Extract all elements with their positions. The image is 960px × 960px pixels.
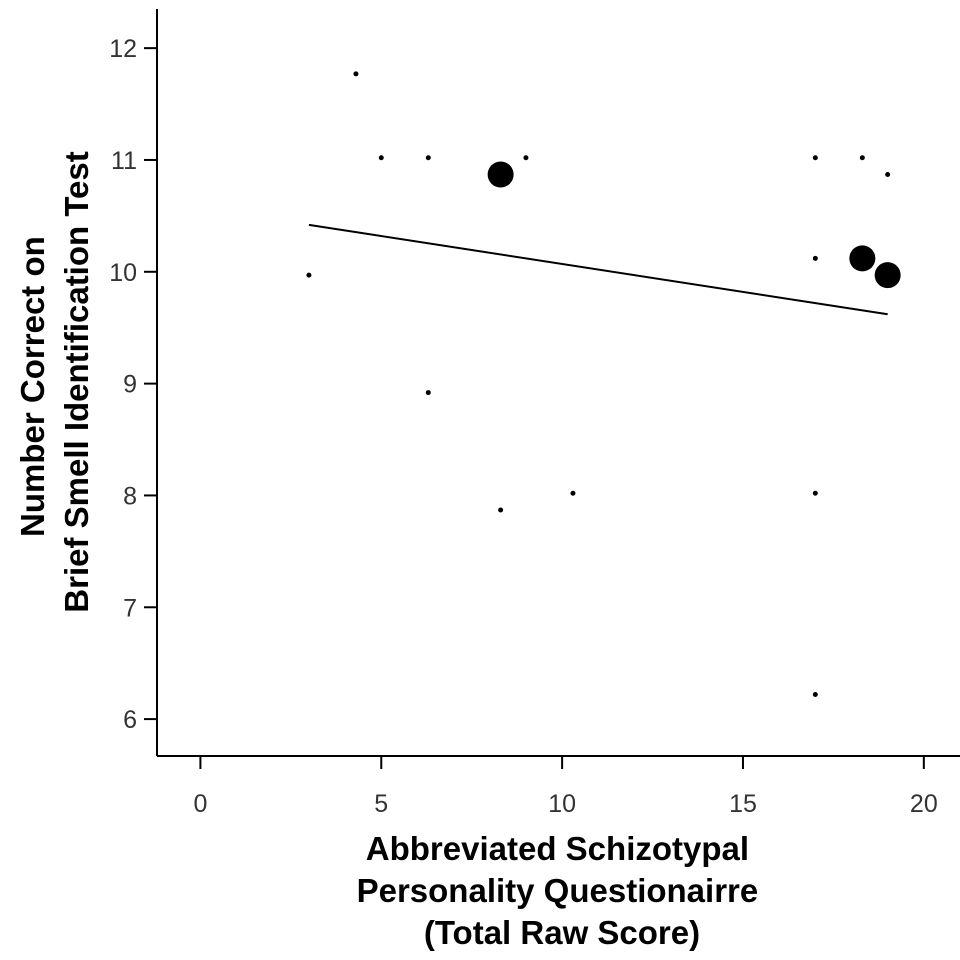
x-axis-ticks: 0 5 10 15 20 xyxy=(193,756,938,818)
y-tick-label: 12 xyxy=(109,35,137,63)
y-tick-label: 6 xyxy=(123,706,137,734)
data-points xyxy=(306,71,901,697)
fit-line xyxy=(308,223,888,316)
data-point xyxy=(487,161,514,188)
x-tick-label: 10 xyxy=(548,790,576,818)
x-tick-label: 20 xyxy=(910,790,938,818)
data-point xyxy=(425,390,431,396)
y-axis-title: Number Correct on Brief Smell Identifica… xyxy=(14,151,95,612)
data-point xyxy=(425,155,431,161)
x-axis-title-line-3: (Total Raw Score) xyxy=(424,914,700,951)
x-tick-label: 15 xyxy=(729,790,757,818)
data-point xyxy=(859,155,865,161)
data-point xyxy=(353,71,359,77)
plot-frame xyxy=(156,9,960,757)
fit-line-group xyxy=(308,223,888,316)
data-point xyxy=(812,691,818,697)
x-axis-title-line-2: Personality Questionairre xyxy=(357,872,759,909)
x-tick-label: 0 xyxy=(193,790,207,818)
data-point xyxy=(885,172,891,178)
y-axis-ticks: 6 7 8 9 10 11 12 xyxy=(109,35,157,734)
y-axis-title-line-2: Brief Smell Identification Test xyxy=(58,151,95,612)
data-point xyxy=(812,155,818,161)
data-point xyxy=(378,155,384,161)
x-axis-title: Abbreviated Schizotypal Personality Ques… xyxy=(357,830,768,951)
data-point xyxy=(523,155,529,161)
y-tick-label: 10 xyxy=(109,259,137,287)
y-tick-label: 9 xyxy=(123,371,137,399)
x-tick-label: 5 xyxy=(374,790,388,818)
data-point xyxy=(570,490,576,496)
data-point xyxy=(498,507,504,513)
y-axis-title-line-1: Number Correct on xyxy=(14,236,51,537)
data-point xyxy=(306,272,312,278)
y-tick-label: 11 xyxy=(111,147,137,175)
x-axis-title-line-1: Abbreviated Schizotypal xyxy=(366,830,749,867)
data-point xyxy=(812,255,818,261)
data-point xyxy=(849,245,876,272)
data-point xyxy=(874,262,901,289)
data-point xyxy=(812,490,818,496)
y-tick-label: 8 xyxy=(123,482,137,510)
y-tick-label: 7 xyxy=(123,594,137,622)
